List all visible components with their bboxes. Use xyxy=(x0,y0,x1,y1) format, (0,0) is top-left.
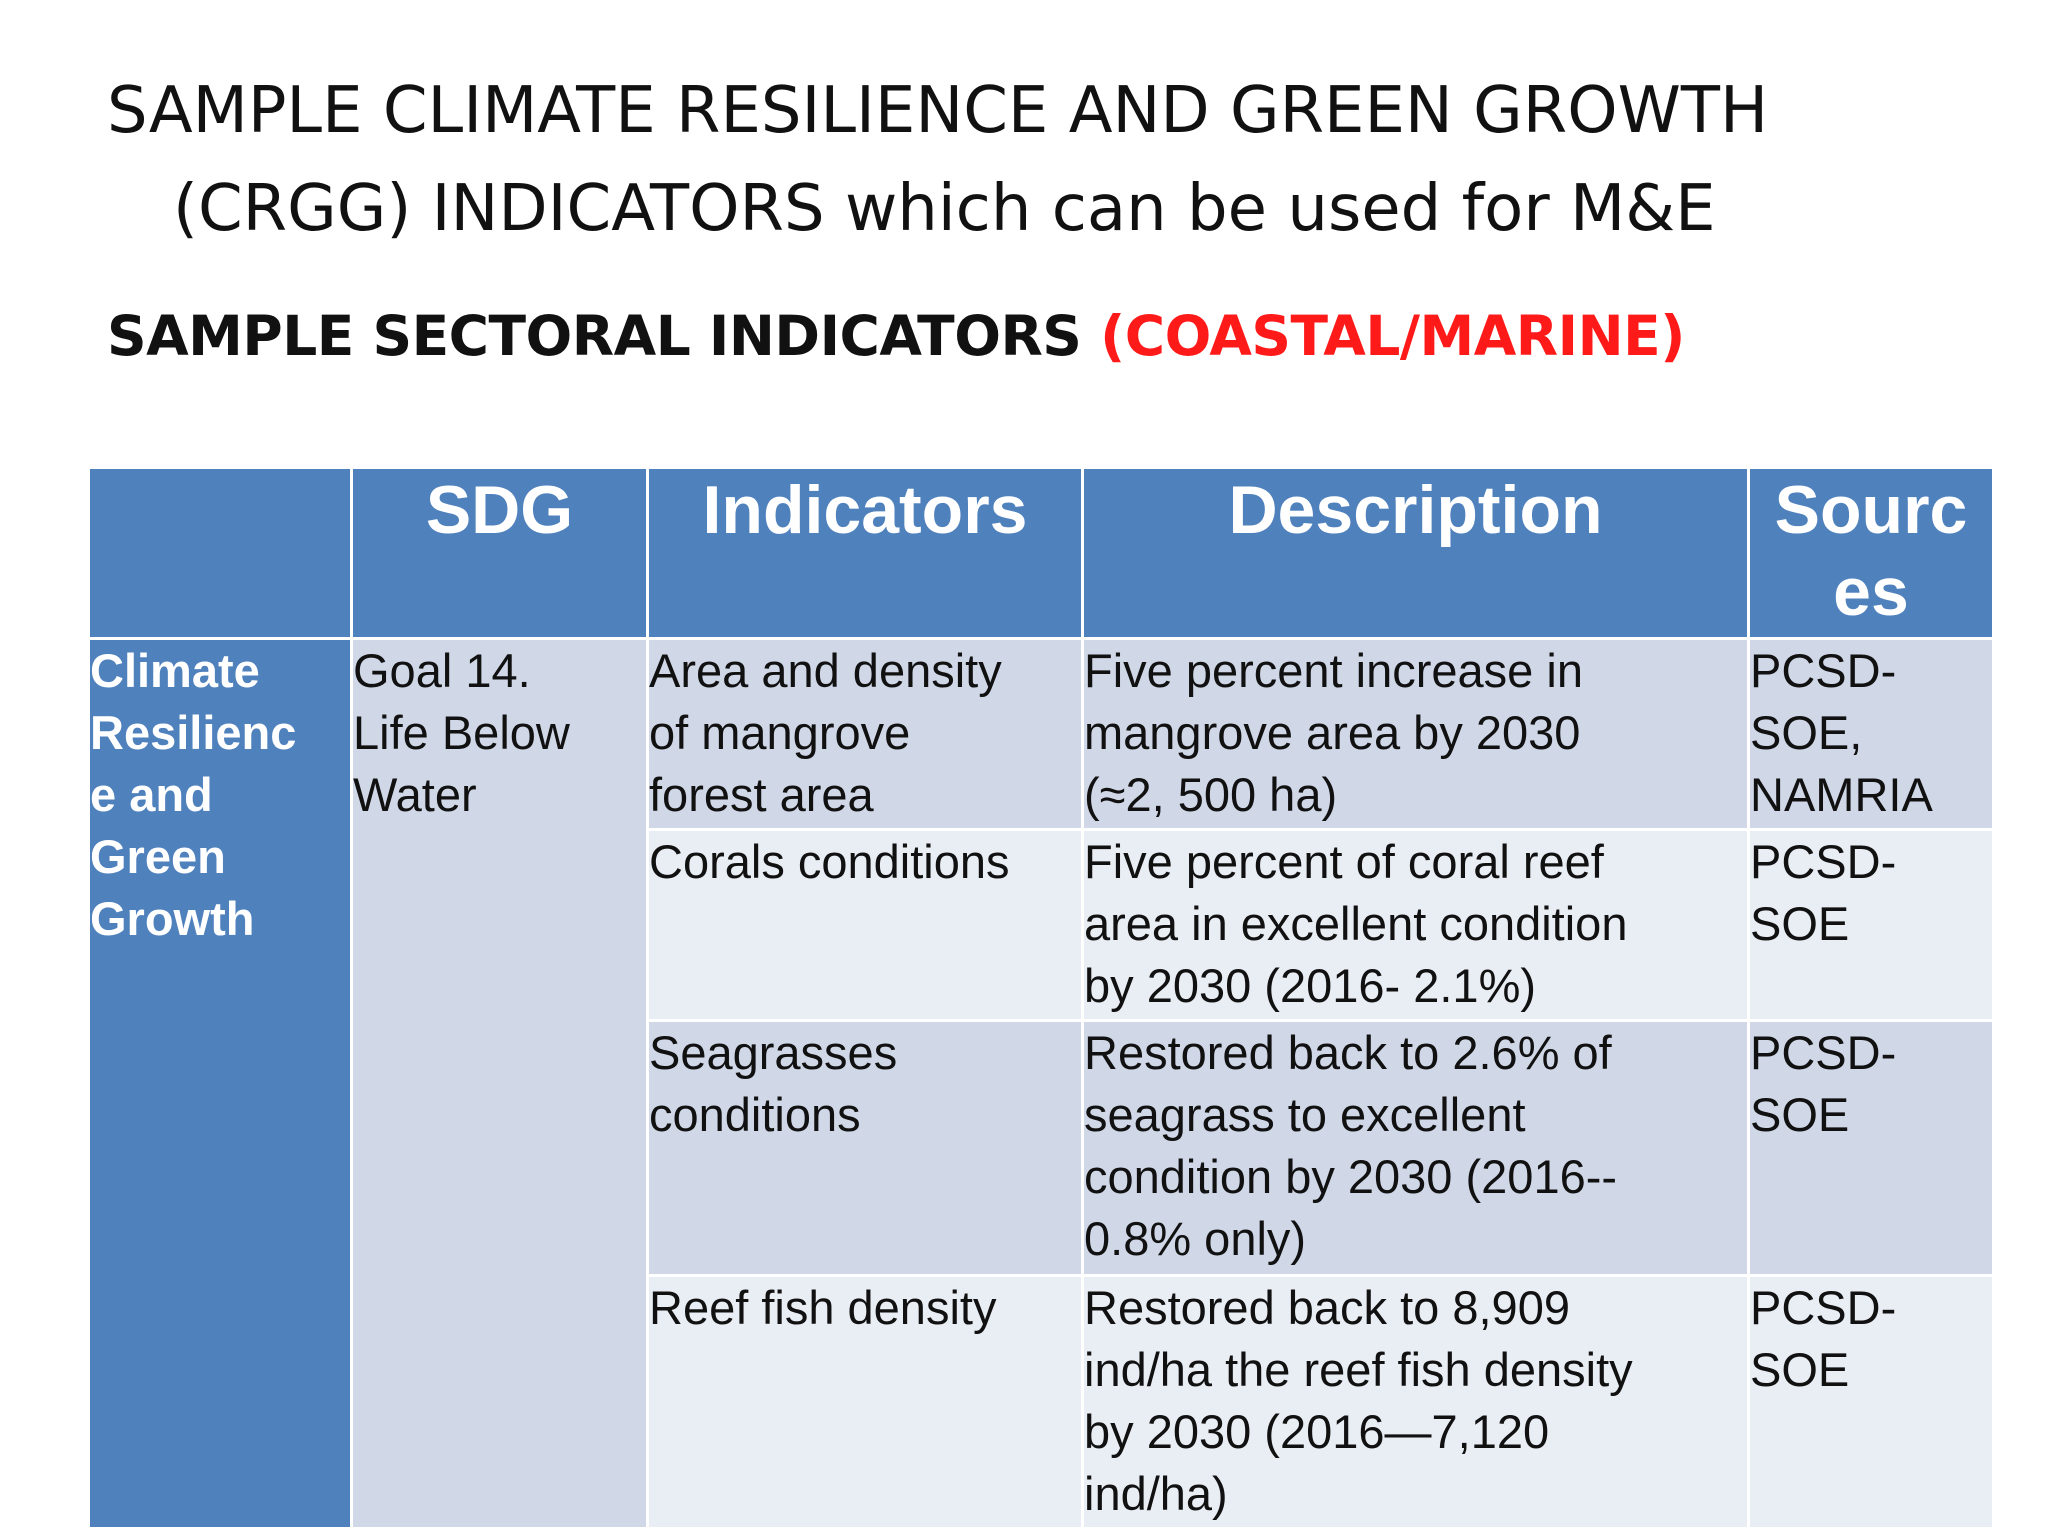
source-line: PCSD- xyxy=(1750,1026,1897,1079)
slide-title-line-2: (CRGG) INDICATORS which can be used for … xyxy=(173,172,1716,246)
table-row: Climate Resilienc e and Green Growth Goa… xyxy=(87,637,1995,1530)
description-line: seagrass to excellent xyxy=(1084,1088,1526,1141)
sdg-cell: Goal 14. Life Below Water xyxy=(350,637,649,1530)
description-line: Restored back to 2.6% of xyxy=(1084,1026,1612,1079)
source-line: SOE xyxy=(1750,1088,1850,1141)
source-line: SOE xyxy=(1750,1343,1850,1396)
category-cell: Climate Resilienc e and Green Growth xyxy=(87,637,353,1530)
source-line: SOE xyxy=(1750,897,1850,950)
sdg-line: Goal 14. xyxy=(353,644,531,697)
indicator-cell: Area and density of mangrove forest area xyxy=(646,637,1084,831)
category-line: Green xyxy=(90,830,226,883)
indicator-line: Reef fish density xyxy=(649,1281,997,1334)
table-row: Reef fish density Restored back to 8,909… xyxy=(89,1274,1995,1530)
description-line: mangrove area by 2030 xyxy=(1084,706,1581,759)
slide-title-line-1: SAMPLE CLIMATE RESILIENCE AND GREEN GROW… xyxy=(107,74,1769,148)
sdg-line: Water xyxy=(353,768,477,821)
indicator-cell: Reef fish density xyxy=(646,1274,1084,1530)
source-cell: PCSD- SOE xyxy=(1747,828,1995,1022)
indicator-cell: Seagrasses conditions xyxy=(646,1019,1084,1277)
table-row: Corals conditions Five percent of coral … xyxy=(89,828,1995,1022)
indicator-line: Corals conditions xyxy=(649,835,1010,888)
description-cell: Restored back to 8,909 ind/ha the reef f… xyxy=(1081,1274,1750,1530)
slide-subtitle: SAMPLE SECTORAL INDICATORS (COASTAL/MARI… xyxy=(107,296,1987,376)
sdg-line: Life Below xyxy=(353,706,570,759)
source-line: NAMRIA xyxy=(1750,768,1933,821)
category-line: Climate xyxy=(90,644,260,697)
category-line: Resilienc xyxy=(90,706,297,759)
category-line: Growth xyxy=(90,892,255,945)
header-sources: Sourc es xyxy=(1747,466,1995,640)
source-cell: PCSD- SOE, NAMRIA xyxy=(1747,637,1995,831)
description-line: Five percent increase in xyxy=(1084,644,1583,697)
header-indicators: Indicators xyxy=(646,466,1084,640)
source-line: SOE, xyxy=(1750,706,1863,759)
indicators-table: SDG Indicators Description Sourc es Clim… xyxy=(87,466,1995,1530)
subtitle-prefix: SAMPLE SECTORAL INDICATORS xyxy=(107,304,1101,368)
description-cell: Restored back to 2.6% of seagrass to exc… xyxy=(1081,1019,1750,1277)
table-row: Seagrasses conditions Restored back to 2… xyxy=(89,1019,1995,1277)
indicator-line: forest area xyxy=(649,768,874,821)
source-cell: PCSD- SOE xyxy=(1747,1019,1995,1277)
description-line: ind/ha) xyxy=(1084,1467,1228,1520)
description-line: by 2030 (2016—7,120 xyxy=(1084,1405,1550,1458)
category-line: e and xyxy=(90,768,213,821)
header-sources-line-2: es xyxy=(1833,554,1909,630)
header-sources-line-1: Sourc xyxy=(1774,472,1968,548)
source-cell: PCSD- SOE xyxy=(1747,1274,1995,1530)
description-line: by 2030 (2016- 2.1%) xyxy=(1084,959,1537,1012)
indicator-line: of mangrove xyxy=(649,706,911,759)
indicator-line: Area and density xyxy=(649,644,1002,697)
indicator-line: Seagrasses xyxy=(649,1026,898,1079)
description-line: ind/ha the reef fish density xyxy=(1084,1343,1633,1396)
source-line: PCSD- xyxy=(1750,1281,1897,1334)
source-line: PCSD- xyxy=(1750,644,1897,697)
description-line: (≈2, 500 ha) xyxy=(1084,768,1338,821)
indicator-line: conditions xyxy=(649,1088,861,1141)
header-description: Description xyxy=(1081,466,1750,640)
source-line: PCSD- xyxy=(1750,835,1897,888)
description-line: area in excellent condition xyxy=(1084,897,1628,950)
indicator-cell: Corals conditions xyxy=(646,828,1084,1022)
table-header-row: SDG Indicators Description Sourc es xyxy=(87,466,1995,640)
subtitle-highlight: (COASTAL/MARINE) xyxy=(1100,304,1685,368)
description-line: 0.8% only) xyxy=(1084,1212,1307,1265)
header-sdg: SDG xyxy=(350,466,649,640)
description-line: condition by 2030 (2016-- xyxy=(1084,1150,1618,1203)
slide-title: SAMPLE CLIMATE RESILIENCE AND GREEN GROW… xyxy=(107,62,1987,258)
description-cell: Five percent increase in mangrove area b… xyxy=(1081,637,1750,831)
header-blank xyxy=(87,466,353,640)
description-cell: Five percent of coral reef area in excel… xyxy=(1081,828,1750,1022)
description-line: Restored back to 8,909 xyxy=(1084,1281,1570,1334)
description-line: Five percent of coral reef xyxy=(1084,835,1604,888)
